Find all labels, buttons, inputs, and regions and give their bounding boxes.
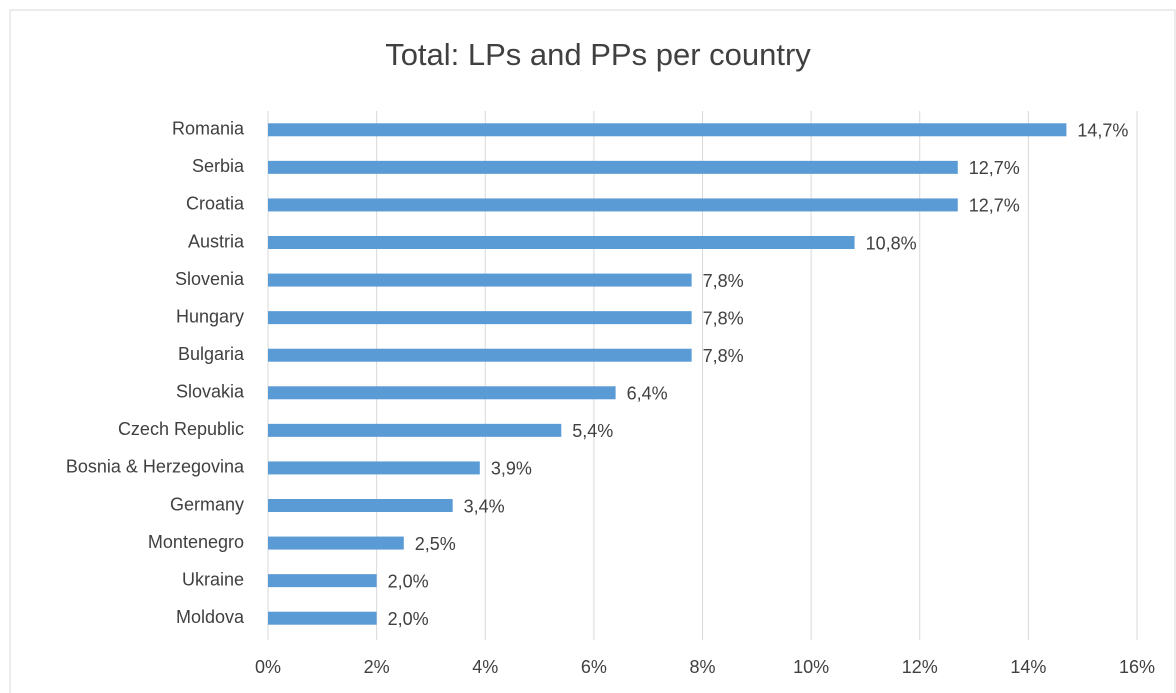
value-label: 14,7% <box>1077 121 1128 141</box>
x-tick-label: 14% <box>1010 657 1046 677</box>
x-tick-label: 12% <box>902 657 938 677</box>
x-tick-label: 4% <box>472 657 498 677</box>
x-tick-label: 0% <box>255 657 281 677</box>
bar <box>268 499 453 512</box>
y-tick-label: Hungary <box>176 306 244 326</box>
bar <box>268 461 480 475</box>
bar <box>268 273 692 287</box>
x-tick-label: 2% <box>364 657 390 677</box>
bar <box>268 386 616 400</box>
value-label: 7,8% <box>703 308 744 328</box>
y-tick-label: Ukraine <box>182 569 244 589</box>
value-label: 10,8% <box>866 233 917 253</box>
x-tick-label: 6% <box>581 657 607 677</box>
bar <box>268 123 1067 137</box>
y-tick-label: Montenegro <box>148 532 244 552</box>
bar <box>268 536 404 550</box>
value-label: 12,7% <box>969 158 1020 178</box>
y-tick-label: Slovakia <box>176 382 245 402</box>
value-label: 3,4% <box>464 496 505 516</box>
x-tick-label: 16% <box>1119 657 1155 677</box>
y-tick-label: Serbia <box>192 156 245 176</box>
value-label: 3,9% <box>491 459 532 479</box>
bar <box>268 348 692 362</box>
bar <box>268 423 562 437</box>
bar <box>268 198 958 212</box>
bar <box>268 160 958 174</box>
value-label: 5,4% <box>572 421 613 441</box>
bar <box>268 236 855 249</box>
y-tick-label: Bosnia & Herzegovina <box>66 457 245 477</box>
y-tick-label: Czech Republic <box>118 419 244 439</box>
y-tick-label: Moldova <box>176 607 245 627</box>
value-label: 2,0% <box>388 609 429 629</box>
value-label: 7,8% <box>703 271 744 291</box>
chart-title: Total: LPs and PPs per country <box>385 37 811 72</box>
y-tick-label: Bulgaria <box>178 344 245 364</box>
value-label: 2,5% <box>415 534 456 554</box>
y-tick-label: Slovenia <box>175 269 245 289</box>
y-tick-label: Germany <box>170 494 244 514</box>
bar <box>268 574 377 588</box>
value-label: 2,0% <box>388 571 429 591</box>
value-label: 7,8% <box>703 346 744 366</box>
x-tick-label: 8% <box>689 657 715 677</box>
y-tick-label: Austria <box>188 231 245 251</box>
y-tick-label: Romania <box>172 119 245 139</box>
value-label: 6,4% <box>627 384 668 404</box>
value-label: 12,7% <box>969 196 1020 216</box>
bar <box>268 311 692 325</box>
y-tick-label: Croatia <box>186 194 245 214</box>
bar <box>268 611 377 625</box>
x-tick-label: 10% <box>793 657 829 677</box>
